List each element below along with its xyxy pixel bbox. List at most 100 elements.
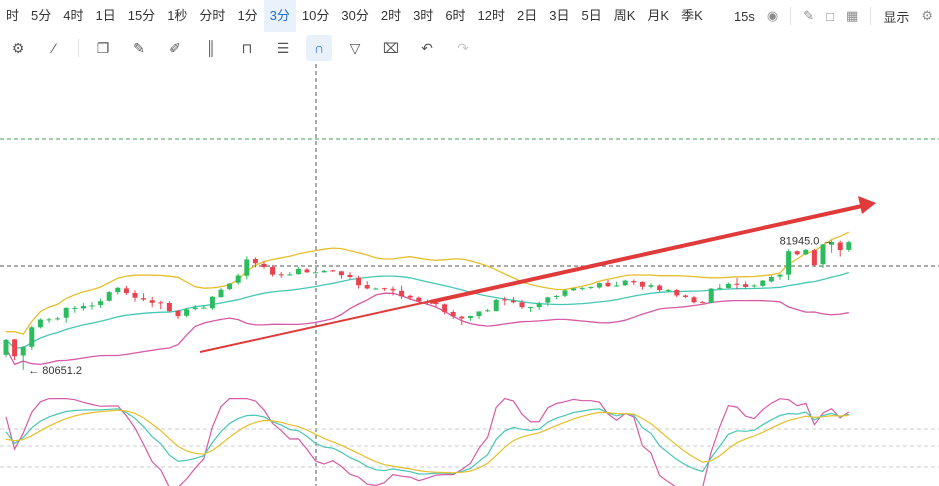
candle-body (390, 288, 396, 291)
candle-body (158, 302, 164, 304)
settings-icon[interactable]: ⚙ (921, 8, 933, 23)
timeframe-5[interactable]: 1秒 (167, 8, 188, 23)
candle-body (201, 307, 207, 309)
candle-body (175, 310, 181, 317)
boll-upper-line (5, 231, 850, 335)
candle-body (270, 266, 276, 275)
timeframe-17[interactable]: 5日 (581, 8, 602, 23)
candle-body (261, 263, 267, 267)
lock-icon[interactable]: ⊓ (241, 39, 253, 56)
undo-icon[interactable]: ↶ (421, 39, 433, 56)
note-icon[interactable]: ☰ (276, 39, 290, 56)
timeframe-20[interactable]: 季K (681, 8, 703, 23)
candle-body (519, 302, 525, 308)
candle-body (493, 299, 499, 312)
timeframe-16[interactable]: 3日 (549, 8, 570, 23)
candle-body (553, 295, 559, 297)
candle-body (304, 269, 310, 273)
high-price-label: 81945.0 → (780, 235, 834, 247)
candle-body (562, 290, 568, 296)
kdj-k-line (5, 408, 849, 475)
timeframe-9[interactable]: 10分 (301, 8, 330, 23)
candle-body (725, 283, 731, 288)
candle-body (622, 280, 628, 286)
timeframe-8[interactable]: 3分 (263, 0, 296, 32)
candle-body (321, 270, 327, 273)
drawing-toolbar: ⚙ ⁄ ❐ ✎ ✐ ║ ⊓ ☰ ∩ ▽ ⌧ ↶ ↷ (0, 32, 939, 64)
redo-icon[interactable]: ↷ (457, 39, 469, 56)
candle-body (55, 318, 61, 320)
divider (870, 7, 872, 25)
candle-body (545, 297, 551, 303)
candle-body (37, 319, 43, 328)
magnet-icon[interactable]: ∩ (306, 35, 332, 61)
candle-body (330, 270, 336, 272)
timeframe-19[interactable]: 月K (647, 8, 670, 23)
candle-body (295, 268, 301, 275)
candle-body (450, 311, 456, 317)
pencil-icon[interactable]: ✎ (803, 8, 815, 23)
filter-icon[interactable]: ▽ (349, 39, 361, 56)
timeframe-4[interactable]: 15分 (127, 8, 156, 23)
candle-body (803, 249, 809, 255)
candle-body (80, 305, 86, 309)
ruler-icon[interactable]: ✎ (133, 39, 145, 56)
brush-icon[interactable]: ✐ (169, 39, 181, 56)
candle-body (218, 289, 224, 298)
settings-icon[interactable]: ⚙ (11, 39, 25, 56)
candle-body (648, 285, 654, 287)
bars-icon[interactable]: ║ (206, 40, 216, 56)
candle-body (571, 288, 577, 291)
timeframe-0[interactable]: 时 (6, 8, 20, 23)
grid-icon[interactable]: ▦ (846, 8, 859, 23)
price-chart[interactable]: 81945.0 → ← 80651.2 (0, 64, 939, 486)
divider (790, 7, 792, 25)
candle-body (691, 297, 697, 303)
candle-body (510, 300, 516, 303)
candle-body (252, 258, 258, 264)
candle-body (786, 251, 792, 275)
candle-body (338, 271, 344, 276)
timeframe-7[interactable]: 1分 (237, 8, 258, 23)
candle-body (682, 295, 688, 297)
timeframe-11[interactable]: 2时 (380, 8, 402, 23)
candle-body (166, 302, 172, 312)
crop-icon[interactable]: □ (826, 8, 835, 24)
candle-body (536, 303, 542, 308)
trend-arrow-head (858, 196, 876, 214)
candle-body (700, 302, 706, 304)
candle-body (235, 275, 241, 283)
timeframe-3[interactable]: 1日 (95, 8, 116, 23)
candle-body (442, 304, 448, 312)
candle-body (407, 295, 413, 298)
line-tool-icon[interactable]: ⁄ (52, 40, 56, 56)
candle-body (794, 251, 800, 255)
candle-body (708, 288, 714, 303)
candle-body (244, 259, 250, 276)
candle-body (639, 281, 645, 287)
candle-body (192, 307, 198, 310)
camera-icon[interactable]: ◉ (766, 8, 779, 23)
timeframe-10[interactable]: 30分 (341, 8, 369, 23)
candle-body (467, 315, 473, 318)
timeframe-2[interactable]: 4时 (63, 8, 84, 23)
timeframe-1[interactable]: 5分 (31, 8, 52, 23)
interval-label[interactable]: 15s (733, 8, 755, 24)
candle-body (89, 305, 95, 307)
candle-body (141, 298, 147, 300)
timeframe-13[interactable]: 6时 (445, 8, 466, 23)
timeframe-6[interactable]: 分时 (199, 8, 226, 23)
candle-body (3, 339, 9, 355)
candle-body (751, 285, 757, 287)
trash-icon[interactable]: ⌧ (382, 39, 400, 56)
display-button[interactable]: 显示 (883, 9, 910, 25)
timeframe-18[interactable]: 周K (613, 8, 636, 23)
timeframe-14[interactable]: 12时 (477, 8, 506, 23)
copy-icon[interactable]: ❐ (96, 39, 110, 56)
candle-body (98, 301, 104, 306)
timeframe-12[interactable]: 3时 (413, 8, 434, 23)
candle-body (313, 272, 319, 274)
timeframe-15[interactable]: 2日 (517, 8, 538, 23)
candle-body (485, 310, 491, 312)
candle-body (657, 285, 663, 291)
